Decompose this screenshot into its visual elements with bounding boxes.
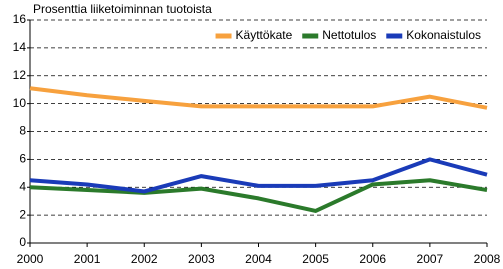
x-tick-label: 2007 <box>417 252 444 266</box>
series-line <box>29 178 488 213</box>
x-tick-label: 2002 <box>131 252 158 266</box>
x-tick-label: 2001 <box>74 252 101 266</box>
x-tick-label: 2003 <box>188 252 215 266</box>
y-tick-label: 8 <box>19 124 26 138</box>
series-line <box>29 86 488 110</box>
x-tick-label: 2000 <box>17 252 44 266</box>
y-tick-label: 0 <box>19 235 26 249</box>
legend-label: Nettotulos <box>322 28 376 42</box>
y-tick-label: 10 <box>13 96 27 110</box>
y-tick-label: 4 <box>19 179 26 193</box>
legend-label: Käyttökate <box>236 28 293 42</box>
series-line <box>29 157 488 194</box>
x-tick-label: 2004 <box>245 252 272 266</box>
y-tick-label: 16 <box>13 12 27 26</box>
x-tick-label: 2005 <box>302 252 329 266</box>
x-tick-label: 2006 <box>359 252 386 266</box>
legend-label: Kokonaistulos <box>406 28 481 42</box>
y-tick-label: 2 <box>19 207 26 221</box>
chart-title: Prosenttia liiketoiminnan tuotoista <box>33 2 212 16</box>
y-tick-label: 14 <box>13 40 27 54</box>
x-tick-label: 2008 <box>474 252 501 266</box>
y-tick-label: 12 <box>13 68 27 82</box>
y-tick-label: 6 <box>19 152 26 166</box>
